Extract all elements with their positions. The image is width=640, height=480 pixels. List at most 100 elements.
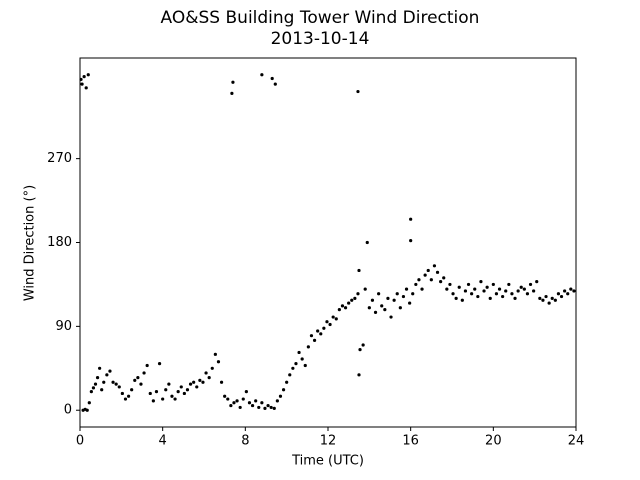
data-point (559, 294, 564, 299)
data-point (457, 285, 461, 289)
data-point (563, 289, 567, 293)
data-point (501, 294, 505, 299)
data-point (219, 380, 224, 384)
data-point (297, 350, 301, 355)
data-point (556, 292, 561, 296)
data-point (201, 380, 205, 384)
data-point (226, 397, 230, 401)
chart-title: AO&SS Building Tower Wind Direction (161, 8, 480, 28)
data-point (572, 289, 576, 293)
data-point (316, 329, 320, 333)
data-point (377, 292, 381, 296)
data-point (386, 296, 390, 301)
data-point (411, 292, 415, 296)
data-point (541, 298, 545, 302)
data-point (188, 382, 193, 386)
data-point (254, 399, 258, 403)
data-point (463, 289, 468, 293)
data-point (185, 388, 190, 392)
x-tick-label: 20 (485, 434, 502, 449)
data-point (232, 401, 236, 405)
data-point (145, 363, 149, 368)
data-point (566, 292, 570, 296)
data-point (544, 294, 548, 299)
data-point (148, 391, 152, 396)
data-point (210, 366, 214, 370)
data-point (272, 406, 276, 410)
data-point (173, 397, 177, 401)
data-point (117, 385, 121, 389)
chart-subtitle: 2013-10-14 (271, 29, 370, 49)
data-point (285, 380, 289, 384)
data-point (473, 287, 477, 291)
data-point (151, 399, 155, 403)
data-point (398, 306, 402, 310)
data-point (528, 282, 533, 287)
data-point (322, 326, 326, 330)
data-point (157, 362, 162, 366)
data-point (357, 268, 361, 273)
data-point (123, 397, 128, 401)
data-point (223, 394, 227, 398)
data-point (95, 376, 100, 380)
data-point (291, 366, 295, 370)
data-point (423, 273, 427, 277)
data-point (247, 401, 252, 405)
data-point (241, 397, 245, 401)
data-point (356, 89, 360, 94)
data-point (263, 406, 267, 410)
data-point (361, 343, 365, 347)
data-point (460, 298, 464, 302)
data-point (270, 76, 274, 81)
x-tick-label: 12 (320, 434, 337, 449)
data-point (82, 75, 86, 79)
data-point (260, 73, 264, 77)
data-point (309, 334, 314, 338)
data-point (139, 382, 143, 386)
data-point (288, 373, 292, 377)
data-point (273, 82, 277, 86)
x-axis-label: Time (UTC) (291, 454, 364, 469)
data-point (207, 376, 211, 380)
data-point (100, 388, 104, 392)
data-point (535, 280, 539, 284)
data-point (538, 296, 542, 301)
data-point (414, 282, 418, 287)
data-point (356, 292, 360, 296)
data-point (98, 366, 102, 370)
data-point (176, 389, 180, 394)
y-tick-label: 90 (55, 319, 72, 334)
data-point (448, 282, 452, 287)
data-point (435, 270, 440, 274)
data-point (334, 317, 338, 321)
data-point (470, 292, 474, 296)
data-point (136, 376, 140, 380)
data-point (300, 357, 304, 361)
data-point (409, 217, 413, 221)
data-point (312, 338, 317, 342)
data-point (401, 294, 406, 299)
data-point (93, 382, 98, 386)
data-point (522, 287, 526, 291)
data-point (479, 280, 483, 284)
data-point (213, 352, 217, 356)
x-tick-label: 24 (568, 434, 585, 449)
data-point (84, 86, 88, 90)
data-point (161, 397, 165, 401)
data-point (170, 394, 174, 398)
data-point (198, 378, 202, 383)
data-point (550, 296, 554, 301)
plot-area (79, 73, 576, 412)
data-point (91, 386, 96, 390)
data-point (380, 304, 384, 308)
data-point (507, 282, 511, 287)
data-point (231, 80, 235, 84)
data-point (278, 394, 283, 398)
data-point (105, 373, 109, 377)
data-point (373, 310, 378, 314)
data-point (485, 285, 489, 289)
data-point (347, 301, 351, 305)
data-point (230, 91, 234, 96)
